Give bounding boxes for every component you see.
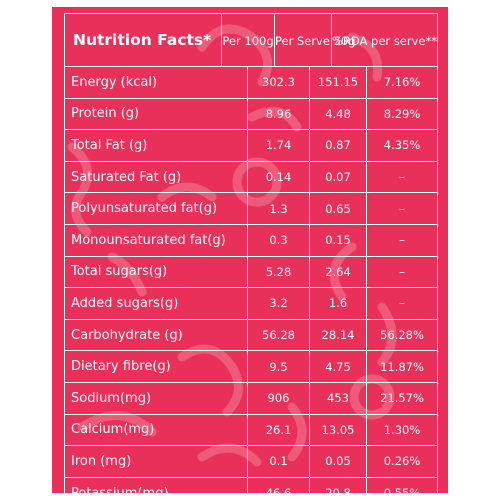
table-row: Iron (mg) 0.1 0.05 0.26% bbox=[65, 445, 437, 477]
value-per-serve: 20.8 bbox=[310, 477, 367, 493]
value-rda: – bbox=[399, 233, 405, 248]
value-per-serve: 13.05 bbox=[310, 414, 367, 446]
nutrient-label: Total sugars(g) bbox=[65, 256, 248, 288]
value-per-serve: 0.87 bbox=[310, 130, 367, 161]
table-row: Monounsaturated fat(g) 0.3 0.15 – bbox=[65, 223, 437, 256]
table-row: Total Fat (g) 1.74 0.87 4.35% bbox=[65, 129, 437, 161]
value-per-serve: 0.07 bbox=[310, 161, 367, 193]
value-per-100g: 0.1 bbox=[248, 446, 310, 477]
nutrient-label: Polyunsaturated fat(g) bbox=[65, 193, 248, 224]
table-row: Sodium(mg) 906 453 21.57% bbox=[65, 381, 437, 414]
column-header-per-serve: Per Serve 50g bbox=[275, 14, 356, 66]
table-row: Polyunsaturated fat(g) 1.3 0.65 – bbox=[65, 192, 437, 224]
value-rda: 56.28% bbox=[380, 328, 424, 343]
nutrient-label: Potassium(mg) bbox=[65, 477, 248, 493]
table-header-row: Nutrition Facts* Per 100g Per Serve 50g … bbox=[65, 14, 437, 66]
table-row: Added sugars(g) 3.2 1.6 – bbox=[65, 287, 437, 319]
nutrition-table: Nutrition Facts* Per 100g Per Serve 50g … bbox=[64, 13, 438, 493]
value-rda: 0.55% bbox=[367, 478, 437, 493]
value-per-100g: 1.74 bbox=[248, 130, 310, 161]
value-rda: – bbox=[399, 201, 405, 216]
value-per-100g: 1.3 bbox=[248, 193, 310, 224]
value-rda: 8.29% bbox=[383, 106, 421, 121]
value-per-serve: 0.05 bbox=[310, 446, 367, 477]
nutrient-label: Protein (g) bbox=[65, 98, 248, 130]
value-per-serve: 2.64 bbox=[310, 256, 367, 288]
value-rda: 11.87% bbox=[380, 359, 424, 374]
value-per-100g: 46.6 bbox=[248, 477, 310, 493]
value-per-serve: 0.65 bbox=[310, 193, 367, 224]
value-per-serve: 28.14 bbox=[310, 319, 367, 351]
value-per-100g: 5.28 bbox=[248, 256, 310, 288]
value-rda: 21.57% bbox=[380, 391, 424, 406]
nutrient-label: Iron (mg) bbox=[65, 446, 248, 477]
nutrient-label: Carbohydrate (g) bbox=[65, 319, 248, 351]
value-per-serve: 453 bbox=[310, 382, 367, 414]
nutrient-label: Added sugars(g) bbox=[65, 288, 248, 319]
value-per-serve: 4.48 bbox=[310, 98, 367, 130]
table-row: Calcium(mg) 26.1 13.05 1.30% bbox=[65, 413, 437, 446]
value-per-100g: 8.96 bbox=[248, 98, 310, 130]
value-per-100g: 9.5 bbox=[248, 351, 310, 382]
value-rda: 0.26% bbox=[383, 454, 421, 469]
value-rda: 7.16% bbox=[383, 75, 421, 90]
value-per-serve: 4.75 bbox=[310, 351, 367, 382]
nutrient-label: Dietary fibre(g) bbox=[65, 351, 248, 382]
table-row: Potassium(mg)46.620.80.55% bbox=[65, 476, 437, 493]
nutrient-label: Saturated Fat (g) bbox=[65, 161, 248, 193]
table-row: Dietary fibre(g) 9.5 4.75 11.87% bbox=[65, 350, 437, 382]
nutrition-panel: Nutrition Facts* Per 100g Per Serve 50g … bbox=[52, 7, 448, 493]
nutrient-label: Sodium(mg) bbox=[65, 382, 248, 414]
table-row: Protein (g) 8.96 4.48 8.29% bbox=[65, 97, 437, 130]
table-title: Nutrition Facts* bbox=[65, 14, 223, 66]
value-per-serve: 1.6 bbox=[310, 288, 367, 319]
nutrient-label: Calcium(mg) bbox=[65, 414, 248, 446]
value-per-100g: 56.28 bbox=[248, 319, 310, 351]
value-rda: 4.35% bbox=[383, 138, 421, 153]
value-per-100g: 3.2 bbox=[248, 288, 310, 319]
value-per-100g: 0.3 bbox=[248, 224, 310, 256]
value-per-serve: 151.15 bbox=[310, 67, 367, 98]
value-per-100g: 0.14 bbox=[248, 161, 310, 193]
column-header-per-100g: Per 100g bbox=[222, 14, 275, 66]
value-per-100g: 26.1 bbox=[248, 414, 310, 446]
value-rda: – bbox=[399, 296, 405, 311]
column-header-rda: %RDA per serve** bbox=[331, 33, 437, 48]
value-rda: – bbox=[399, 170, 405, 185]
nutrient-label: Monounsaturated fat(g) bbox=[65, 224, 248, 256]
nutrient-label: Energy (kcal) bbox=[65, 67, 248, 98]
table-row: Carbohydrate (g) 56.28 28.14 56.28% bbox=[65, 318, 437, 351]
value-rda: – bbox=[399, 264, 405, 279]
nutrient-label: Total Fat (g) bbox=[65, 130, 248, 161]
table-row: Energy (kcal) 302.3 151.15 7.16% bbox=[65, 66, 437, 98]
value-rda: 1.30% bbox=[383, 422, 421, 437]
value-per-100g: 906 bbox=[248, 382, 310, 414]
value-per-100g: 302.3 bbox=[248, 67, 310, 98]
value-per-serve: 0.15 bbox=[310, 224, 367, 256]
table-row: Total sugars(g) 5.28 2.64 – bbox=[65, 255, 437, 288]
table-row: Saturated Fat (g) 0.14 0.07 – bbox=[65, 160, 437, 193]
